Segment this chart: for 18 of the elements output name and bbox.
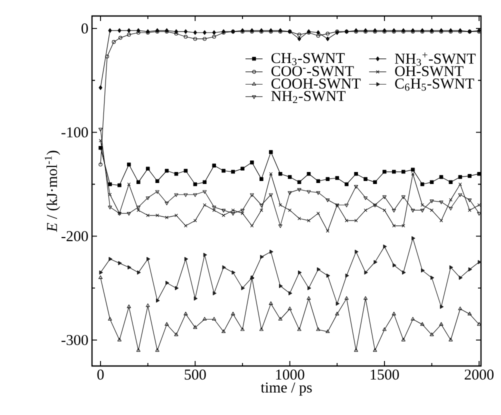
legend-label: C$_{6}$H$_{5}$-SWNT [395, 78, 474, 91]
x-tick-label: 500 [184, 370, 206, 380]
legend-label: COO$^{-}$-SWNT [271, 66, 354, 76]
y-tick-label: -200 [62, 231, 88, 242]
x-tick-label: 1500 [370, 370, 399, 380]
x-tick-label: 1000 [276, 370, 304, 380]
y-tick-label: 0 [82, 23, 88, 34]
legend-label: NH$_{2}$-SWNT [271, 90, 346, 104]
legend-label: NH$_{3}$$^{+}$-SWNT [394, 52, 476, 66]
y-tick-label: -100 [62, 127, 88, 138]
y-axis-title: E / (kJ·mol$^{-1}$) [44, 150, 60, 232]
legend-label: COOH-SWNT [271, 78, 361, 89]
y-tick-label: -300 [62, 334, 88, 346]
x-tick-label: 2000 [464, 370, 494, 380]
legend-label: OH-SWNT [395, 66, 464, 76]
x-axis-title: time / ps [260, 382, 312, 396]
x-tick-label: 0 [97, 370, 104, 380]
legend-label: CH$_{3}$-SWNT [271, 53, 345, 66]
